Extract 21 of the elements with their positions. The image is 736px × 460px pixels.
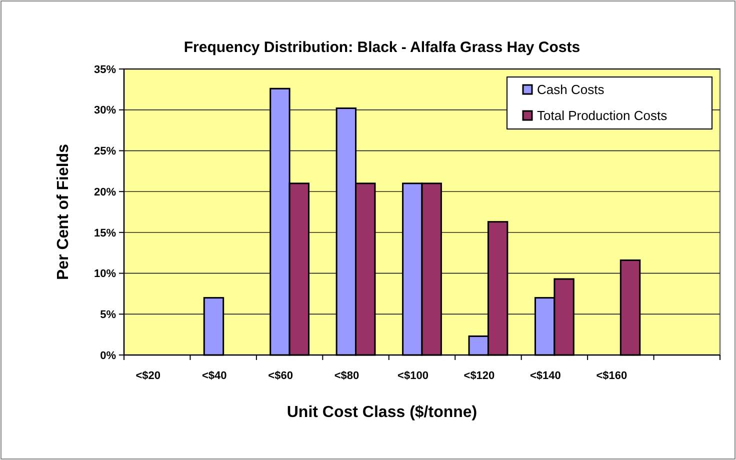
y-tick-label: 30% [94,104,116,117]
x-tick-label: <$120 [464,370,495,382]
y-tick-label: 5% [100,308,116,321]
x-tick-label: <$160 [596,370,628,382]
legend-label: Cash Costs [537,82,605,97]
y-tick-label: 10% [94,268,116,280]
y-tick-label: 35% [94,64,116,76]
x-tick-label: <$20 [136,370,160,382]
x-axis-title: Unit Cost Class ($/tonne) [286,404,478,421]
chart-title: Frequency Distribution: Black - Alfalfa Grass Hay Costs [184,39,580,56]
x-tick-label: <$80 [334,370,360,382]
y-axis-title: Per Cent of Fields [55,144,72,280]
y-tick-label: 25% [94,146,116,158]
x-tick-label: <$100 [398,370,428,382]
legend-label: Total Production Costs [537,108,668,123]
y-tick-label: 0% [100,350,116,362]
y-tick-label: 15% [94,227,116,240]
x-tick-label: <$140 [530,370,561,382]
y-tick-label: 20% [94,186,116,198]
x-tick-label: <$60 [268,370,293,382]
x-tick-label: <$40 [202,370,227,382]
